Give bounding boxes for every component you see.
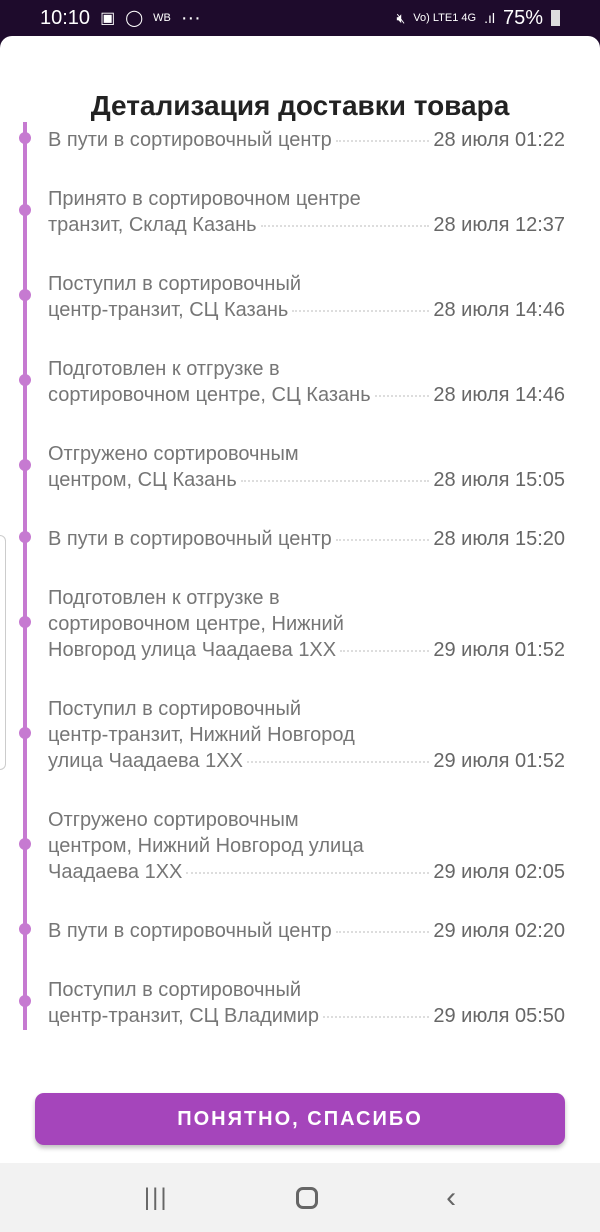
- timeline-dot: [19, 726, 31, 739]
- dotted-leader: [374, 395, 430, 397]
- event-text: Чаадаева 1ХХ: [48, 861, 183, 883]
- event-text: Подготовлен к отгрузке в: [48, 358, 280, 380]
- network-indicator: Vo) LTE1 4G: [413, 12, 477, 24]
- event-text: центр-транзит, СЦ Казань: [48, 299, 289, 321]
- timeline-item: Поступил в сортировочный центр-транзит, Н…: [0, 691, 600, 802]
- dotted-leader: [323, 1016, 430, 1018]
- battery-icon: [551, 10, 560, 26]
- back-icon[interactable]: ‹: [446, 1180, 457, 1214]
- dotted-leader: [186, 872, 430, 874]
- event-date: 28 июля 14:46: [433, 299, 565, 321]
- timeline-dot: [19, 530, 31, 543]
- event-text: Принято в сортировочном центре: [48, 188, 361, 210]
- event-text: центр-транзит, Нижний Новгород: [48, 724, 355, 746]
- dotted-leader: [260, 225, 430, 227]
- event-date: 28 июля 15:20: [433, 528, 565, 550]
- signal-icon: .ıl: [484, 10, 495, 26]
- event-date: 29 июля 02:20: [433, 920, 565, 942]
- timeline-dot: [19, 458, 31, 471]
- event-date: 29 июля 01:52: [433, 750, 565, 772]
- event-date: 29 июля 01:52: [433, 639, 565, 661]
- event-text: Отгружено сортировочным: [48, 443, 299, 465]
- timeline-item: Подготовлен к отгрузке в сортировочном це…: [0, 580, 600, 691]
- timeline-dot: [19, 615, 31, 628]
- event-date: 29 июля 05:50: [433, 1005, 565, 1027]
- event-date: 29 июля 02:05: [433, 861, 565, 883]
- event-date: 28 июля 14:46: [433, 384, 565, 406]
- dotted-leader: [335, 140, 430, 142]
- gallery-icon: ▣: [100, 10, 116, 27]
- event-text: сортировочном центре, СЦ Казань: [48, 384, 371, 406]
- timeline-rail: [23, 122, 27, 1030]
- home-icon[interactable]: [296, 1186, 319, 1209]
- timeline-dot: [19, 203, 31, 216]
- timeline-item: Поступил в сортировочный центр-транзит, С…: [0, 972, 600, 1030]
- event-text: сортировочном центре, Нижний: [48, 613, 344, 635]
- event-text: центром, Нижний Новгород улица: [48, 835, 364, 857]
- timeline-item: В пути в сортировочный центр 28 июля 15:2…: [0, 521, 600, 580]
- timeline-item: Поступил в сортировочный центр-транзит, С…: [0, 266, 600, 351]
- timeline-dot: [19, 994, 31, 1007]
- event-text: В пути в сортировочный центр: [48, 920, 332, 942]
- timeline-dot: [19, 288, 31, 301]
- event-text: Отгружено сортировочным: [48, 809, 299, 831]
- dotted-leader: [292, 310, 430, 312]
- battery-level: 75%: [502, 6, 543, 29]
- dotted-leader: [246, 761, 430, 763]
- event-text: центр-транзит, СЦ Владимир: [48, 1005, 320, 1027]
- status-bar: 10:10 ▣ ◯ WB ··· 🔇︎ Vo) LTE1 4G .ıl 75%: [0, 0, 600, 36]
- event-text: Поступил в сортировочный: [48, 698, 301, 720]
- event-text: Поступил в сортировочный: [48, 979, 301, 1001]
- timeline-dot: [19, 131, 31, 144]
- event-text: Новгород улица Чаадаева 1ХХ: [48, 639, 337, 661]
- recents-icon[interactable]: |||: [143, 1183, 169, 1211]
- timeline-list[interactable]: В пути в сортировочный центр 28 июля 01:2…: [0, 122, 600, 1030]
- dotted-leader: [340, 650, 430, 652]
- event-date: 28 июля 01:22: [433, 129, 565, 151]
- event-date: 28 июля 15:05: [433, 469, 565, 491]
- ok-thanks-button[interactable]: ПОНЯТНО, СПАСИБО: [35, 1093, 565, 1145]
- event-date: 28 июля 12:37: [433, 214, 565, 236]
- event-text: В пути в сортировочный центр: [48, 129, 332, 151]
- dotted-leader: [335, 931, 430, 933]
- dotted-leader: [335, 539, 430, 541]
- timeline-item: Отгружено сортировочным центром, СЦ Казан…: [0, 436, 600, 521]
- more-notifications-icon: ···: [180, 6, 201, 29]
- edge-panel-handle[interactable]: [0, 535, 6, 770]
- event-text: В пути в сортировочный центр: [48, 528, 332, 550]
- timeline-dot: [19, 922, 31, 935]
- timeline-dot: [19, 373, 31, 386]
- event-text: центром, СЦ Казань: [48, 469, 237, 491]
- timeline-item: Принято в сортировочном центре транзит, С…: [0, 181, 600, 266]
- timeline-item: Отгружено сортировочным центром, Нижний Н…: [0, 802, 600, 913]
- mute-icon: 🔇︎: [396, 9, 406, 26]
- event-text: Подготовлен к отгрузке в: [48, 587, 280, 609]
- timeline-item: Подготовлен к отгрузке в сортировочном це…: [0, 351, 600, 436]
- delivery-details-dialog: Детализация доставки товара В пути в сор…: [0, 36, 600, 1163]
- event-text: транзит, Склад Казань: [48, 214, 257, 236]
- dialog-title: Детализация доставки товара: [90, 90, 510, 121]
- navigation-bar: ||| ‹: [0, 1163, 600, 1232]
- timeline-item: В пути в сортировочный центр 28 июля 01:2…: [0, 122, 600, 181]
- clock: 10:10: [40, 6, 91, 29]
- event-text: улица Чаадаева 1ХХ: [48, 750, 243, 772]
- dotted-leader: [240, 480, 430, 482]
- whatsapp-icon: ◯: [125, 10, 144, 27]
- timeline-dot: [19, 837, 31, 850]
- timeline-item: В пути в сортировочный центр 29 июля 02:2…: [0, 913, 600, 972]
- event-text: Поступил в сортировочный: [48, 273, 301, 295]
- wb-notification: WB: [153, 12, 171, 24]
